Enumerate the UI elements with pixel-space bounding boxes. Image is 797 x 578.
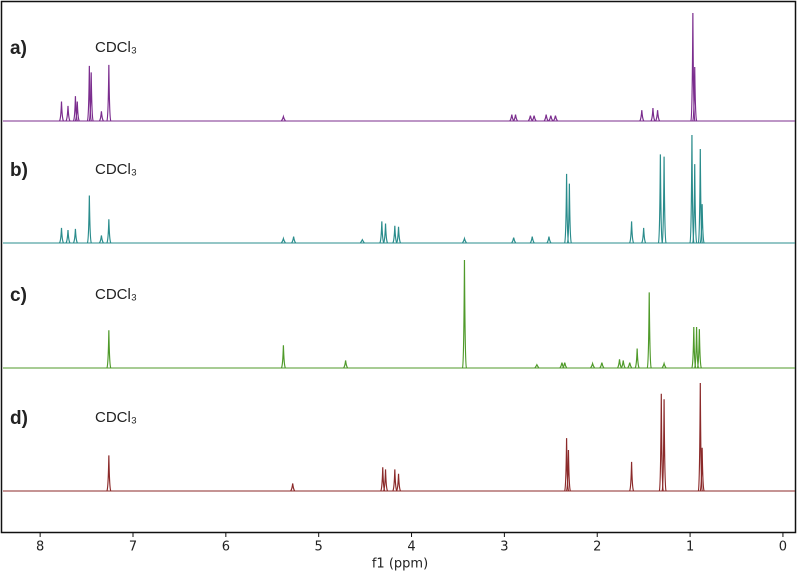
x-tick-label: 5 [315,540,323,555]
solvent-label: CDCl₃ [95,286,137,303]
peak [655,110,661,122]
panel-label: a) [10,38,27,59]
peak [562,362,568,369]
peak [280,236,286,244]
peak [392,225,398,244]
panel-label: b) [10,160,28,181]
solvent-label: CDCl₃ [95,39,137,56]
frame [0,0,797,534]
peak [395,473,402,492]
x-axis-label: f1 (ppm) [372,557,428,572]
peak [565,449,572,492]
peak [106,219,112,244]
peak [280,345,286,369]
x-tick-label: 3 [500,540,508,555]
peak [617,359,623,369]
peak [106,330,112,369]
peak [106,64,112,122]
peak [98,111,104,122]
peak [696,329,702,369]
peak [527,115,533,122]
solvent-label: CDCl₃ [95,161,137,178]
peak [692,164,698,244]
peak [699,204,705,244]
peak [634,348,640,369]
peak [65,105,71,122]
peak [359,238,365,244]
peak [98,235,104,244]
peak [392,469,398,492]
peak [106,455,112,492]
peak [620,360,626,369]
peak [88,72,94,122]
peak [529,236,535,244]
x-tick-label: 2 [593,540,601,555]
peak [382,223,389,244]
peak [599,362,605,369]
peak [72,228,78,244]
peak [58,227,65,244]
peak [461,236,467,244]
x-tick-label: 0 [779,540,787,555]
peak [291,236,297,244]
peak [74,101,80,122]
x-tick-label: 6 [222,540,230,555]
peak [379,221,385,244]
peak [511,237,517,244]
peak [534,363,540,369]
peak [509,114,515,122]
panel-label: c) [10,285,27,306]
peak [661,361,667,369]
x-tick-label: 8 [36,540,44,555]
peak [86,195,92,244]
peak [548,115,554,122]
peak [646,292,652,369]
peak [461,259,468,369]
peak [531,115,537,122]
peak [590,361,596,369]
x-tick-label: 7 [129,540,137,555]
peak [629,461,635,492]
peak [692,66,698,122]
peak [65,230,71,244]
solvent-label: CDCl₃ [95,409,137,426]
peak [58,101,65,122]
peak [552,115,558,122]
peak [657,154,663,244]
peak [280,114,286,122]
peak [546,236,552,244]
peak [650,108,656,122]
peak [639,110,645,122]
peak [382,469,389,492]
peak [343,360,349,369]
panel-label: d) [10,408,28,429]
x-tick-label: 1 [686,540,694,555]
peak [395,226,402,244]
peak [641,227,647,244]
peak [661,399,667,492]
peak [629,221,635,244]
peak [699,447,705,492]
peak [513,114,519,122]
peak [566,183,572,244]
peak [661,156,667,244]
x-tick-label: 4 [407,540,415,555]
peak [543,114,549,122]
peak [86,65,92,122]
peak [627,362,633,369]
peak [290,483,296,492]
